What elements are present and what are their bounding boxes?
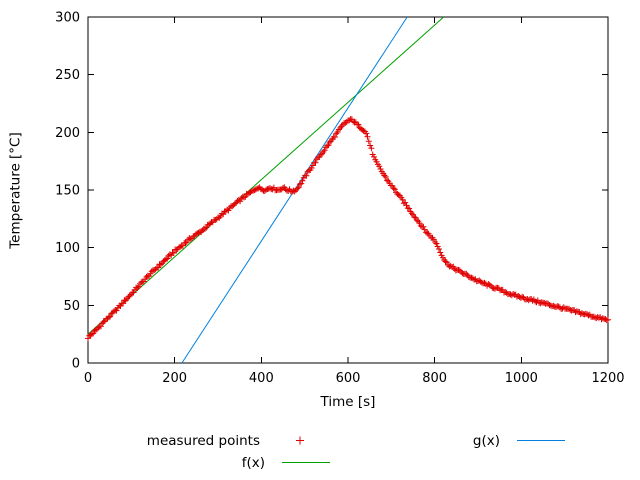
svg-text:50: 50 — [63, 299, 80, 314]
svg-text:1200: 1200 — [591, 371, 624, 386]
svg-text:150: 150 — [55, 184, 80, 199]
svg-text:0: 0 — [72, 357, 80, 372]
svg-text:200: 200 — [162, 371, 187, 386]
line-swatch-g-icon — [517, 440, 565, 441]
legend-label-g: g(x) — [472, 432, 500, 449]
svg-text:1000: 1000 — [505, 371, 538, 386]
svg-text:300: 300 — [55, 11, 80, 26]
svg-text:600: 600 — [336, 371, 361, 386]
legend-entry-measured-points: measured points — [130, 432, 325, 449]
y-axis-title: Temperature [°C] — [7, 132, 24, 249]
svg-text:100: 100 — [55, 241, 80, 256]
svg-text:0: 0 — [84, 371, 92, 386]
svg-text:400: 400 — [249, 371, 274, 386]
plus-marker-icon — [296, 436, 304, 445]
legend-entry-g: g(x) — [440, 432, 567, 449]
legend-label-measured-points: measured points — [146, 432, 260, 449]
line-swatch-f-icon — [282, 462, 330, 463]
legend-entry-f: f(x) — [205, 454, 332, 471]
x-axis-title: Time [s] — [320, 394, 376, 410]
svg-text:800: 800 — [422, 371, 447, 386]
svg-text:200: 200 — [55, 126, 80, 141]
svg-text:250: 250 — [55, 68, 80, 83]
legend-label-f: f(x) — [241, 454, 265, 471]
